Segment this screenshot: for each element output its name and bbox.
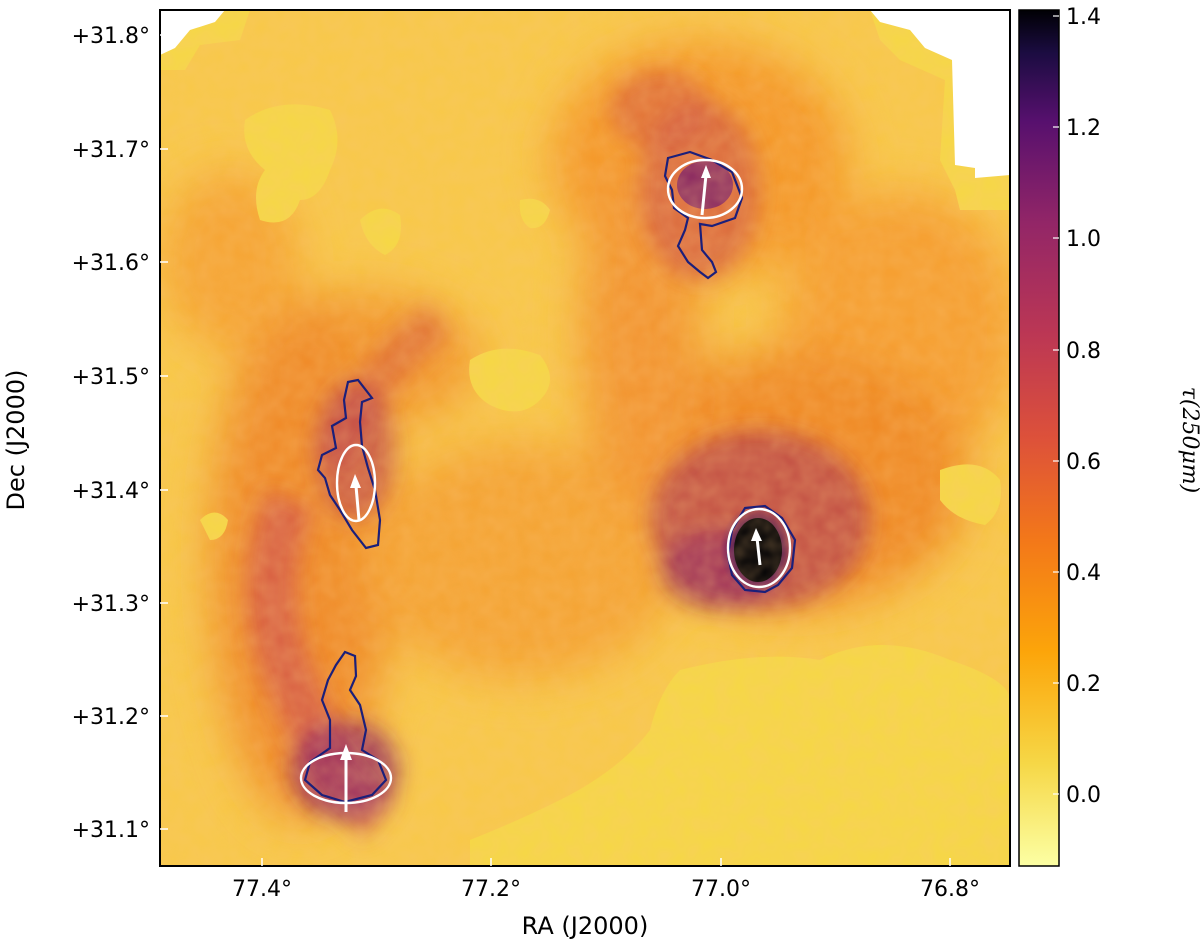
colorbar-tick-label: 0.4 <box>1066 561 1101 586</box>
y-tick-label: +31.1° <box>72 818 150 843</box>
orientation-arrows <box>340 165 762 812</box>
colorbar-tick-label: 0.0 <box>1066 783 1101 808</box>
y-tick-label: +31.2° <box>72 705 150 730</box>
ellipse-upper-left-source <box>335 443 377 523</box>
arrow-north-source <box>700 165 711 216</box>
colorbar: 1.4 1.2 1.0 0.8 0.6 0.4 0.2 0.0 τ(250μm) <box>1018 5 1200 867</box>
ellipse-north-source <box>666 158 744 220</box>
y-tick-label: +31.7° <box>72 138 150 163</box>
x-tick-label: 77.0° <box>691 877 751 902</box>
colorbar-tick-label: 1.2 <box>1066 116 1101 141</box>
contour-north-source <box>663 150 744 280</box>
colorbar-label: τ(250μm) <box>1177 387 1200 494</box>
y-tick-labels: +31.8° +31.7° +31.6° +31.5° +31.4° +31.3… <box>72 24 150 843</box>
y-tick-label: +31.4° <box>72 479 150 504</box>
plot-frame <box>159 9 1011 867</box>
contour-upper-left-source <box>316 378 382 550</box>
arrow-core-source <box>751 528 762 566</box>
colorbar-tick-label: 0.8 <box>1066 339 1101 364</box>
ellipse-core-source <box>726 507 792 589</box>
x-tick-label: 77.2° <box>461 877 521 902</box>
colorbar-tick-label: 1.0 <box>1066 227 1101 252</box>
optical-depth-map <box>160 10 1010 866</box>
y-tick-label: +31.5° <box>72 365 150 390</box>
x-axis-label: RA (J2000) <box>522 912 649 940</box>
y-axis-label: Dec (J2000) <box>2 370 30 511</box>
contour-lower-left-source <box>303 650 388 804</box>
x-tick-label: 76.8° <box>920 877 980 902</box>
y-tick-marks <box>160 34 168 830</box>
arrow-upper-left-source <box>350 474 361 521</box>
colorbar-tick-label: 1.4 <box>1066 5 1101 30</box>
arrow-lower-left-source <box>340 744 352 812</box>
y-tick-label: +31.3° <box>72 592 150 617</box>
colorbar-gradient <box>1018 9 1060 867</box>
y-tick-label: +31.8° <box>72 24 150 49</box>
x-tick-labels: 77.4° 77.2° 77.0° 76.8° <box>232 877 980 902</box>
y-tick-label: +31.6° <box>72 251 150 276</box>
column-density-contours <box>303 150 797 804</box>
x-tick-label: 77.4° <box>232 877 292 902</box>
colorbar-tick-label: 0.6 <box>1066 450 1101 475</box>
colorbar-tick-label: 0.2 <box>1066 672 1101 697</box>
x-tick-marks <box>261 858 951 866</box>
